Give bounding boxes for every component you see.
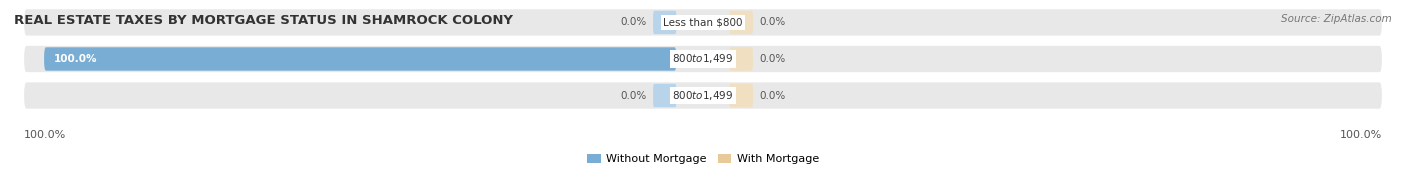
Text: 0.0%: 0.0%: [759, 17, 786, 27]
FancyBboxPatch shape: [44, 47, 676, 71]
Text: 100.0%: 100.0%: [1340, 130, 1382, 140]
FancyBboxPatch shape: [24, 82, 1382, 109]
FancyBboxPatch shape: [652, 11, 676, 34]
FancyBboxPatch shape: [24, 46, 1382, 72]
Text: 0.0%: 0.0%: [620, 90, 647, 101]
Text: 100.0%: 100.0%: [53, 54, 97, 64]
FancyBboxPatch shape: [730, 47, 754, 71]
FancyBboxPatch shape: [24, 9, 1382, 36]
Text: 0.0%: 0.0%: [620, 17, 647, 27]
Text: $800 to $1,499: $800 to $1,499: [672, 89, 734, 102]
Text: REAL ESTATE TAXES BY MORTGAGE STATUS IN SHAMROCK COLONY: REAL ESTATE TAXES BY MORTGAGE STATUS IN …: [14, 14, 513, 27]
FancyBboxPatch shape: [652, 84, 676, 107]
Text: Source: ZipAtlas.com: Source: ZipAtlas.com: [1281, 14, 1392, 24]
Text: 0.0%: 0.0%: [759, 54, 786, 64]
Text: 0.0%: 0.0%: [759, 90, 786, 101]
Legend: Without Mortgage, With Mortgage: Without Mortgage, With Mortgage: [582, 149, 824, 168]
FancyBboxPatch shape: [730, 84, 754, 107]
Text: Less than $800: Less than $800: [664, 17, 742, 27]
Text: $800 to $1,499: $800 to $1,499: [672, 52, 734, 66]
Text: 100.0%: 100.0%: [24, 130, 66, 140]
FancyBboxPatch shape: [730, 11, 754, 34]
